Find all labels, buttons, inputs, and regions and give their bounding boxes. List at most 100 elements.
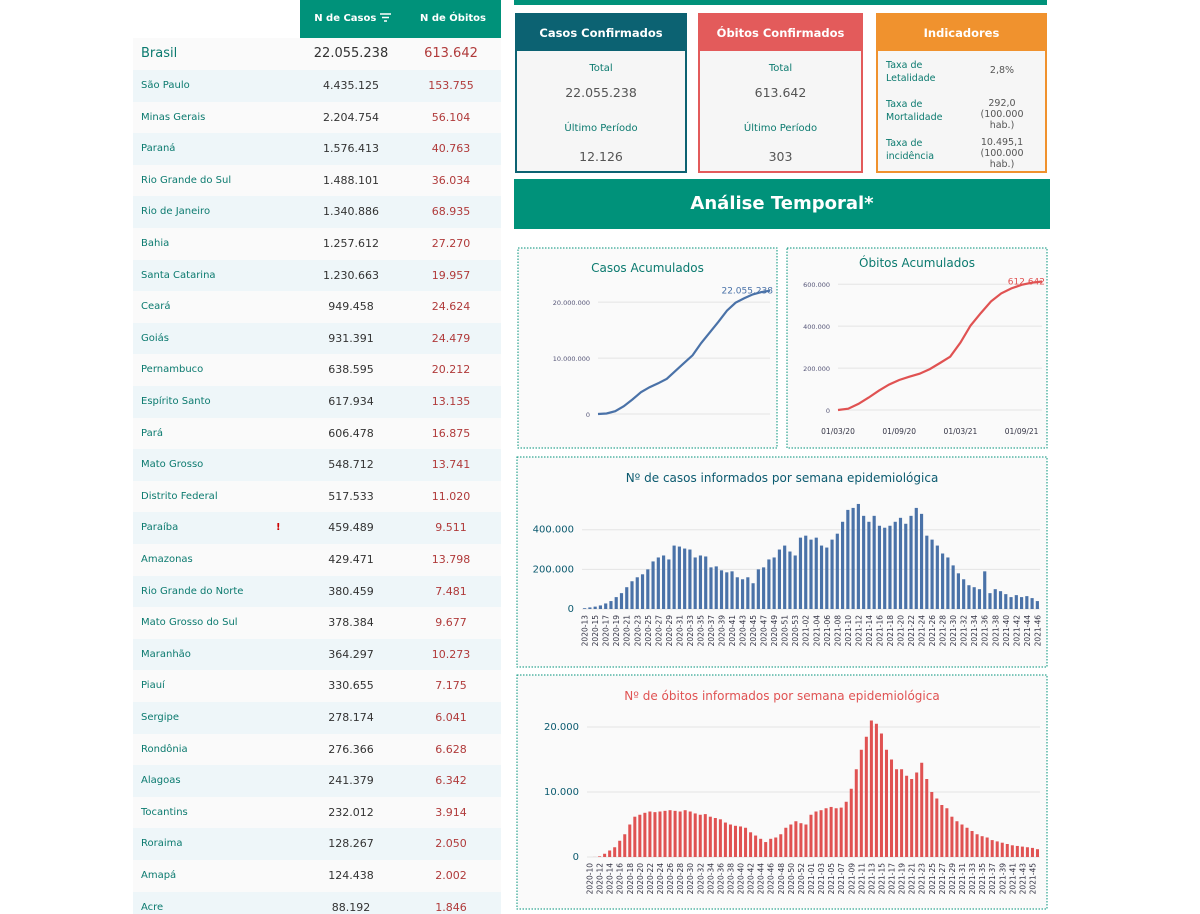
table-row[interactable]: Goiás 931.391 24.479: [133, 322, 501, 355]
table-row[interactable]: Rondônia 276.366 6.628: [133, 733, 501, 766]
row-cases: 380.459: [328, 584, 374, 598]
bar: [651, 561, 655, 609]
x-tick-label: 2021-24: [918, 615, 927, 647]
bar: [915, 772, 919, 857]
x-tick-label: 2020-42: [747, 863, 756, 895]
bar: [879, 733, 883, 857]
x-tick-label: 2021-34: [970, 615, 979, 647]
chart-frame: [786, 247, 1048, 449]
bar: [633, 816, 637, 857]
row-name: Sergipe: [141, 712, 180, 723]
table-row[interactable]: Maranhão 364.297 10.273: [133, 638, 501, 671]
bar: [754, 835, 758, 857]
bar: [698, 814, 702, 857]
chart-title: Casos Acumulados: [591, 261, 704, 275]
row-deaths: 13.798: [431, 553, 471, 566]
row-name: Tocantins: [141, 806, 188, 818]
chart-title: Óbitos Acumulados: [859, 255, 975, 270]
bar: [798, 537, 803, 609]
table-row[interactable]: Sergipe 278.174 6.041: [133, 702, 501, 734]
table-row[interactable]: Distrito Federal 517.533 11.020: [133, 480, 501, 513]
row-cases: 232.012: [328, 805, 374, 819]
table-row[interactable]: Paraná 1.576.413 40.763: [133, 133, 501, 165]
table-row[interactable]: Santa Catarina 1.230.663 19.957: [133, 259, 501, 292]
row-deaths: 40.763: [431, 142, 471, 156]
bar: [883, 527, 887, 609]
bar: [767, 559, 771, 609]
bar: [960, 824, 964, 857]
y-tick-label: 400.000: [533, 525, 574, 536]
table-row[interactable]: Espírito Santo 617.934 13.135: [133, 386, 501, 418]
table-row[interactable]: Amazonas 429.471 13.798: [133, 544, 501, 576]
bar: [975, 834, 979, 857]
card-indicators: Indicadores Taxa de Letalidade 2,8% Taxa d…: [876, 13, 1047, 173]
row-cases: 278.174: [328, 711, 374, 724]
bar: [930, 792, 934, 857]
bar: [598, 605, 603, 609]
x-tick-label: 2021-40: [1002, 615, 1011, 647]
row-deaths: 6.342: [435, 774, 467, 788]
table-row[interactable]: Rio Grande do Norte 380.459 7.481: [133, 575, 501, 608]
bar: [677, 546, 681, 609]
table-row[interactable]: Ceará 949.458 24.624: [133, 291, 501, 323]
bar: [1020, 846, 1024, 857]
bar: [704, 556, 708, 609]
table-row[interactable]: Paraíba! 459.489 9.511: [133, 512, 501, 544]
table-row[interactable]: Rio Grande do Sul 1.488.101 36.034: [133, 164, 501, 197]
bar: [751, 583, 755, 609]
table-row[interactable]: Tocantins 232.012 3.914: [133, 796, 501, 829]
indicator-label: Taxa de Mortalidade: [886, 99, 943, 123]
card-value: 22.055.238: [565, 85, 637, 100]
y-tick-label: 400.000: [803, 323, 830, 331]
x-tick-label: 2021-01: [807, 863, 816, 895]
indicator-unit: (100.000 hab.): [980, 109, 1024, 131]
chart-frame: [517, 247, 778, 449]
bar: [825, 547, 829, 609]
bar: [956, 573, 960, 609]
table-row[interactable]: São Paulo 4.435.125 153.755: [133, 70, 501, 102]
table-row[interactable]: Piauí 330.655 7.175: [133, 670, 501, 702]
table-row[interactable]: Pernambuco 638.595 20.212: [133, 354, 501, 386]
table-row[interactable]: Amapá 124.438 2.002: [133, 860, 501, 892]
x-tick-label: 2020-24: [656, 863, 665, 895]
table-row[interactable]: Bahia 1.257.612 27.270: [133, 228, 501, 260]
table-row[interactable]: Mato Grosso 548.712 13.741: [133, 449, 501, 481]
table-row[interactable]: Roraima 128.267 2.050: [133, 828, 501, 860]
row-cases: 517.533: [328, 489, 374, 503]
bar: [630, 581, 634, 609]
x-tick-label: 2020-45: [749, 615, 758, 647]
x-tick-label: 2020-25: [644, 615, 653, 647]
header-cases[interactable]: N de Casos: [300, 0, 405, 38]
table-row[interactable]: Mato Grosso do Sul 378.384 9.677: [133, 607, 501, 639]
x-tick-label: 2020-30: [686, 863, 695, 895]
table-row[interactable]: Minas Gerais 2.204.754 56.104: [133, 101, 501, 134]
bar: [859, 749, 863, 857]
bar: [756, 569, 760, 609]
table-row[interactable]: Acre 88.192 1.846: [133, 891, 501, 914]
table-row[interactable]: Pará 606.478 16.875: [133, 417, 501, 450]
last-value-label: 22.055.238: [721, 287, 773, 297]
x-tick-label: 2020-32: [696, 863, 705, 895]
last-value-label: 612.642: [1008, 278, 1045, 288]
bar: [1009, 597, 1013, 609]
bar: [985, 837, 989, 857]
table-row[interactable]: Rio de Janeiro 1.340.886 68.935: [133, 196, 501, 228]
bar: [799, 823, 803, 857]
bar: [759, 838, 763, 857]
header-deaths[interactable]: N de Óbitos: [405, 0, 501, 38]
x-tick-label: 2021-37: [988, 863, 997, 895]
bar: [628, 824, 632, 857]
card-deaths: Óbitos Confirmados Total 613.642 Último …: [698, 13, 863, 173]
table-row[interactable]: Alagoas 241.379 6.342: [133, 765, 501, 797]
bar: [864, 736, 868, 857]
bar: [874, 723, 878, 857]
card-label: Total: [589, 63, 613, 74]
row-name: Rondônia: [141, 743, 188, 755]
row-name: Espírito Santo: [141, 396, 211, 407]
bar: [723, 822, 727, 857]
bar: [1014, 595, 1018, 609]
bar: [662, 555, 666, 609]
bar: [653, 812, 657, 857]
card-title: Óbitos Confirmados: [700, 15, 861, 51]
row-deaths: 10.273: [431, 647, 471, 661]
